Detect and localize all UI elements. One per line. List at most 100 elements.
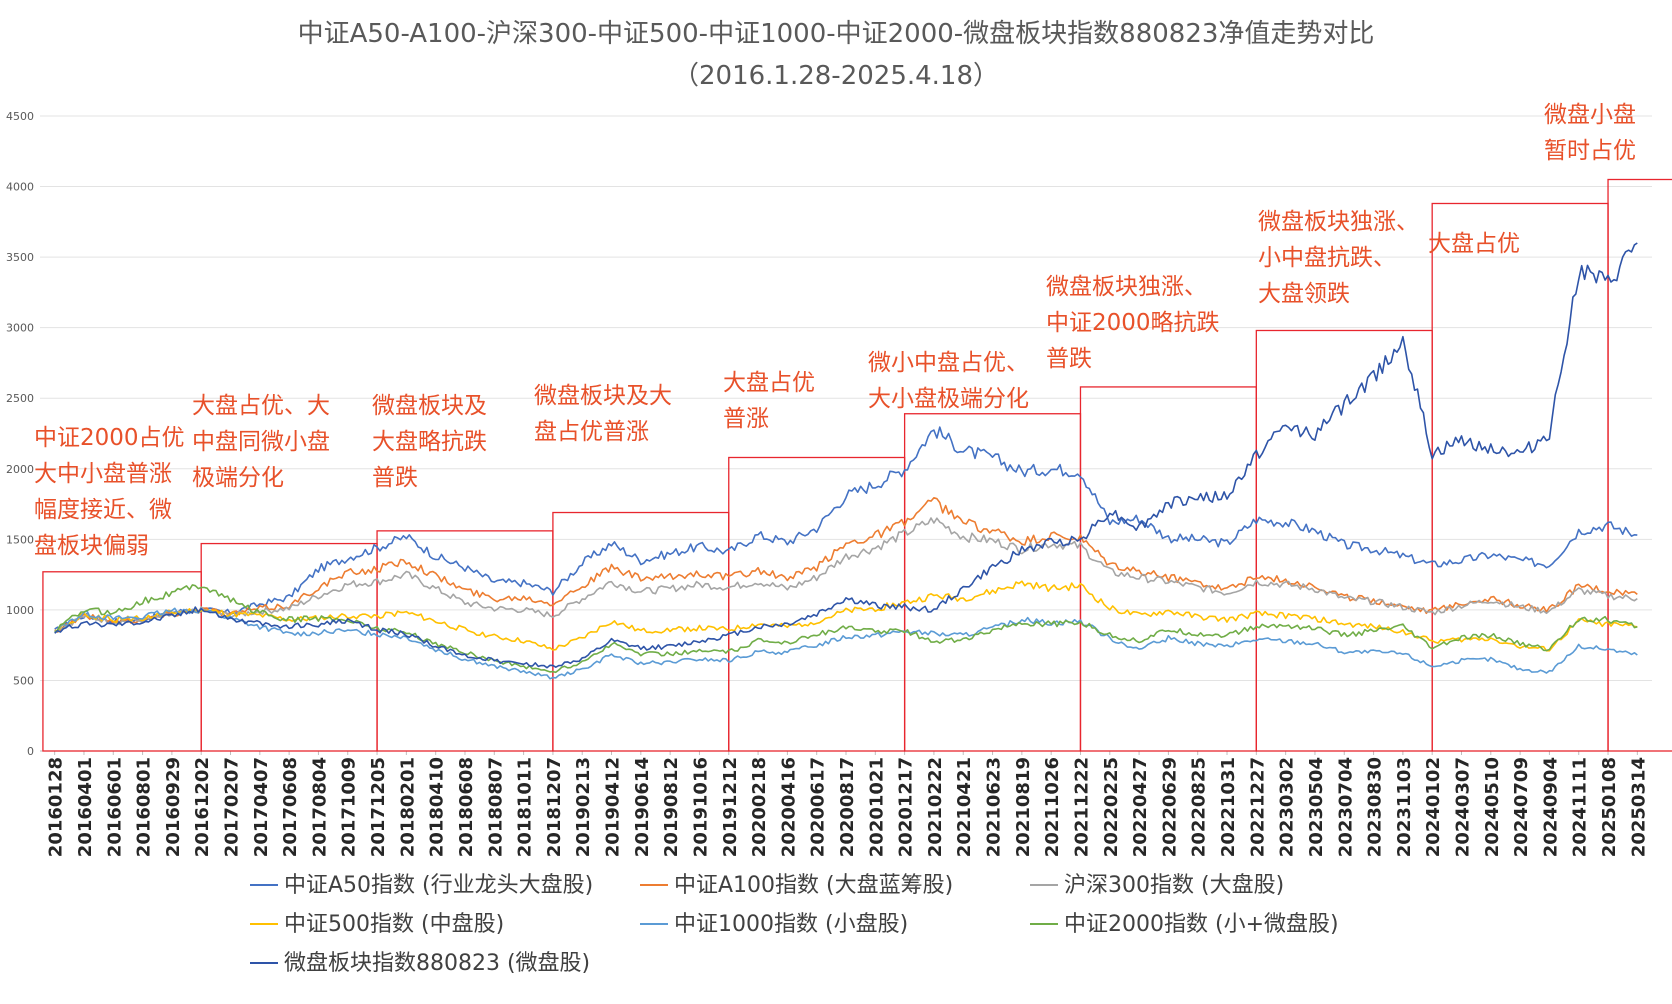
y-tick-label: 1000 xyxy=(6,604,34,617)
period-boxes xyxy=(42,178,1672,752)
x-tick-label: 20211026 xyxy=(1042,757,1063,857)
x-tick-label: 20240102 xyxy=(1423,757,1444,857)
x-tick-label: 20180608 xyxy=(456,757,477,857)
y-tick-label: 0 xyxy=(27,745,34,758)
y-tick-label: 4500 xyxy=(6,110,34,123)
period-box-2 xyxy=(200,542,378,752)
legend-label: 中证1000指数 (小盘股) xyxy=(674,912,908,937)
x-tick-label: 20180807 xyxy=(485,757,506,857)
x-tick-label: 20210222 xyxy=(925,757,946,857)
annotation-text: 中证2000占优 xyxy=(34,425,185,451)
series-line-3 xyxy=(54,517,1638,633)
period-box-10 xyxy=(1607,178,1672,752)
series-line-6 xyxy=(54,584,1638,674)
x-tick-label: 20230302 xyxy=(1277,757,1298,857)
legend-label: 微盘板块指数880823 (微盘股) xyxy=(284,951,590,976)
x-tick-label: 20160801 xyxy=(134,757,155,857)
annotation-text: 大小盘极端分化 xyxy=(868,386,1029,412)
y-axis: 0 500 1000 1500 2000 2500 3000 3500 4000 4500 xyxy=(6,110,34,758)
annotation-text: 微盘板块及大 xyxy=(534,383,672,409)
x-tick-label: 20250314 xyxy=(1628,757,1649,857)
period-box-5 xyxy=(728,456,906,752)
x-tick-label: 20191016 xyxy=(690,757,711,857)
x-tick-label: 20200416 xyxy=(778,757,799,857)
x-tick-label: 20170608 xyxy=(280,757,301,857)
x-tick-label: 20190812 xyxy=(661,757,682,857)
annotation-text: 极端分化 xyxy=(192,465,284,491)
annotation-text: 微盘板块独涨、 xyxy=(1258,209,1419,235)
y-tick-label: 4000 xyxy=(6,181,34,194)
annotation-text: 微小中盘占优、 xyxy=(868,350,1029,376)
series-layer xyxy=(54,242,1638,680)
x-tick-label: 20180201 xyxy=(397,757,418,857)
x-tick-label: 20190412 xyxy=(603,757,624,857)
x-tick-label: 20220825 xyxy=(1189,757,1210,857)
legend-label: 中证A50指数 (行业龙头大盘股) xyxy=(284,873,593,898)
x-tick-label: 20221227 xyxy=(1247,757,1268,857)
x-tick-label: 20211222 xyxy=(1071,757,1092,857)
annotation-text: 普涨 xyxy=(723,406,769,432)
annotation-text: 小中盘抗跌、 xyxy=(1258,245,1396,271)
x-tick-label: 20200617 xyxy=(808,757,829,857)
x-tick-label: 20201217 xyxy=(896,757,917,857)
y-tick-label: 1500 xyxy=(6,533,34,546)
x-tick-label: 20240709 xyxy=(1511,757,1532,857)
x-tick-label: 20160929 xyxy=(163,757,184,857)
annotation-text: 大盘领跌 xyxy=(1258,281,1350,307)
legend-label: 沪深300指数 (大盘股) xyxy=(1064,873,1284,898)
x-tick-label: 20180410 xyxy=(427,757,448,857)
x-tick-label: 20231103 xyxy=(1394,757,1415,857)
x-tick-label: 20170407 xyxy=(251,757,272,857)
x-tick-label: 20220225 xyxy=(1101,757,1122,857)
x-tick-label: 20220427 xyxy=(1130,757,1151,857)
x-tick-label: 20181011 xyxy=(515,757,536,857)
period-box-4 xyxy=(552,511,730,752)
x-tick-label: 20191212 xyxy=(720,757,741,857)
x-tick-label: 20200817 xyxy=(837,757,858,857)
annotation-text: 大盘占优、大 xyxy=(192,393,330,419)
x-tick-label: 20241111 xyxy=(1570,757,1591,857)
x-tick-label: 20240307 xyxy=(1452,757,1473,857)
annotation-text: 盘板块偏弱 xyxy=(34,533,149,559)
x-tick-label: 20210421 xyxy=(954,757,975,857)
y-tick-label: 500 xyxy=(13,674,34,687)
annotation-text: 微盘板块及 xyxy=(372,393,487,419)
x-tick-label: 20171009 xyxy=(339,757,360,857)
y-tick-label: 3000 xyxy=(6,322,34,335)
x-tick-label: 20221031 xyxy=(1218,757,1239,857)
annotation-text: 暂时占优 xyxy=(1544,138,1636,164)
period-box-6 xyxy=(903,413,1082,752)
x-tick-label: 20181207 xyxy=(544,757,565,857)
annotation-text: 幅度接近、微 xyxy=(34,497,172,523)
x-tick-label: 20190614 xyxy=(632,757,653,857)
series-line-2 xyxy=(54,496,1638,634)
period-box-7 xyxy=(1079,386,1257,752)
y-tick-label: 2500 xyxy=(6,392,34,405)
legend-label: 中证500指数 (中盘股) xyxy=(284,912,504,937)
annotation-text: 大盘占优 xyxy=(1428,231,1520,257)
annotation-text: 中证2000略抗跌 xyxy=(1046,310,1220,336)
series-line-4 xyxy=(54,580,1638,652)
x-tick-label: 20160601 xyxy=(104,757,125,857)
series-line-1 xyxy=(54,426,1638,632)
x-tick-label: 20161202 xyxy=(192,757,213,857)
annotation-text: 大中小盘普涨 xyxy=(34,461,172,487)
chart-title: 中证A50-A100-沪深300-中证500-中证1000-中证2000-微盘板… xyxy=(298,19,1375,49)
x-tick-label: 20190213 xyxy=(573,757,594,857)
chart-subtitle: （2016.1.28-2025.4.18） xyxy=(673,61,999,91)
legend: 中证A50指数 (行业龙头大盘股) 中证A100指数 (大盘蓝筹股) 沪深300指数… xyxy=(250,873,1339,976)
x-tick-label: 20210819 xyxy=(1013,757,1034,857)
annotation-text: 盘占优普涨 xyxy=(534,419,649,445)
x-tick-label: 20230504 xyxy=(1306,757,1327,857)
grid-layer xyxy=(40,115,1652,752)
x-tick-label: 20240510 xyxy=(1482,757,1503,857)
legend-label: 中证A100指数 (大盘蓝筹股) xyxy=(674,873,953,898)
x-tick-label: 20250108 xyxy=(1599,757,1620,857)
annotation-text: 中盘同微小盘 xyxy=(192,429,330,455)
x-tick-label: 20171205 xyxy=(368,757,389,857)
series-line-7 xyxy=(54,242,1638,669)
x-tick-label: 20230830 xyxy=(1365,757,1386,857)
